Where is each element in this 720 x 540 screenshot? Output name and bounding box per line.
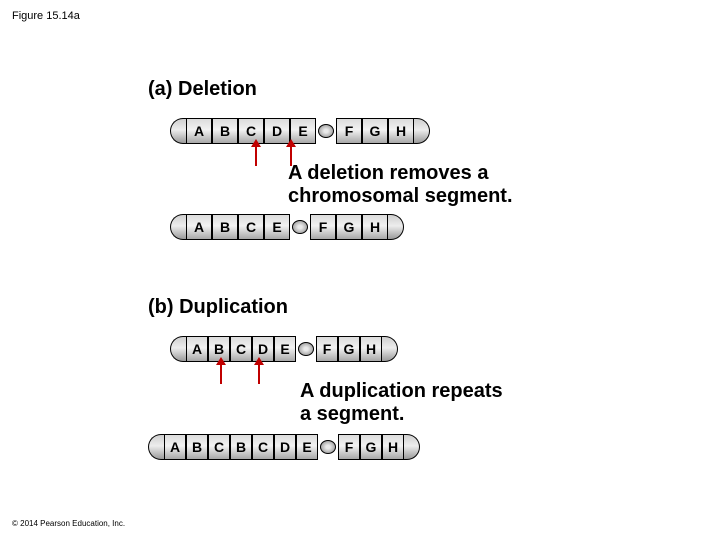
segment-b: B <box>212 118 238 144</box>
caption-b: A duplication repeatsa segment. <box>300 380 503 426</box>
copyright: © 2014 Pearson Education, Inc. <box>12 519 125 528</box>
segment-g: G <box>338 336 360 362</box>
segment-g: G <box>336 214 362 240</box>
segment-c: C <box>252 434 274 460</box>
chromosome-a-after: ABCEFGH <box>170 214 404 240</box>
centromere <box>290 214 310 240</box>
segment-f: F <box>336 118 362 144</box>
segment-a: A <box>186 118 212 144</box>
segment-f: F <box>338 434 360 460</box>
break-arrow-icon <box>255 146 257 166</box>
chromosome-b-after: ABCBCDEFGH <box>148 434 420 460</box>
segment-g: G <box>362 118 388 144</box>
segment-a: A <box>186 336 208 362</box>
segment-e: E <box>274 336 296 362</box>
segment-e: E <box>264 214 290 240</box>
segment-c: C <box>230 336 252 362</box>
section-a-title: (a) Deletion <box>148 78 257 101</box>
break-arrow-icon <box>290 146 292 166</box>
chromosome-cap-left <box>170 118 186 144</box>
segment-h: H <box>362 214 388 240</box>
caption-a: A deletion removes achromosomal segment. <box>288 162 513 208</box>
chromosome-cap-right <box>404 434 420 460</box>
segment-h: H <box>360 336 382 362</box>
chromosome-cap-left <box>148 434 164 460</box>
segment-g: G <box>360 434 382 460</box>
segment-c: C <box>238 214 264 240</box>
chromosome-a-before: ABCDEFGH <box>170 118 430 144</box>
chromosome-cap-right <box>414 118 430 144</box>
break-arrow-icon <box>220 364 222 384</box>
break-arrow-icon <box>258 364 260 384</box>
centromere <box>318 434 338 460</box>
segment-f: F <box>316 336 338 362</box>
chromosome-cap-left <box>170 336 186 362</box>
segment-h: H <box>388 118 414 144</box>
centromere <box>296 336 316 362</box>
segment-a: A <box>164 434 186 460</box>
section-b-title: (b) Duplication <box>148 296 288 319</box>
segment-b: B <box>186 434 208 460</box>
figure-label: Figure 15.14a <box>12 10 80 22</box>
chromosome-cap-right <box>382 336 398 362</box>
segment-e: E <box>296 434 318 460</box>
segment-c: C <box>208 434 230 460</box>
chromosome-cap-right <box>388 214 404 240</box>
centromere <box>316 118 336 144</box>
segment-b: B <box>212 214 238 240</box>
chromosome-cap-left <box>170 214 186 240</box>
segment-f: F <box>310 214 336 240</box>
segment-a: A <box>186 214 212 240</box>
chromosome-b-before: ABCDEFGH <box>170 336 398 362</box>
segment-b: B <box>230 434 252 460</box>
segment-h: H <box>382 434 404 460</box>
segment-d: D <box>274 434 296 460</box>
